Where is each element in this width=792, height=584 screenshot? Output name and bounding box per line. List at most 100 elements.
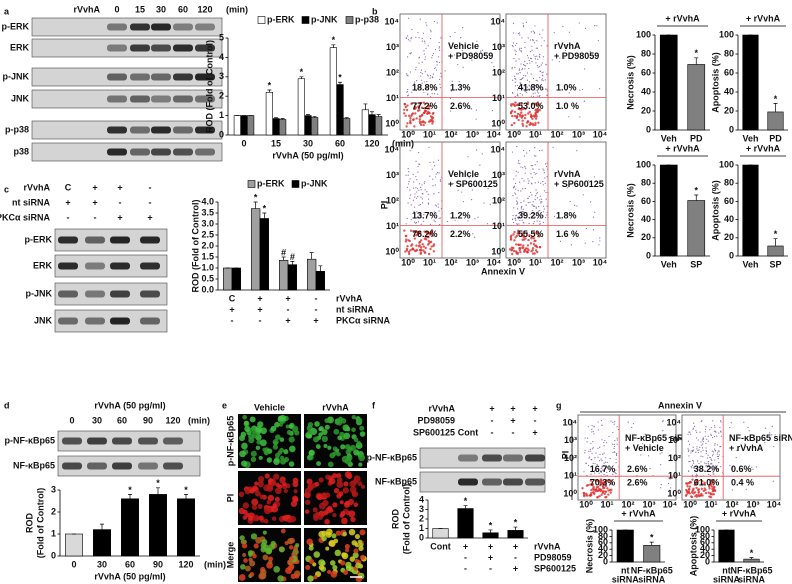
event (453, 54, 455, 56)
event (520, 51, 522, 53)
error-bar (312, 116, 317, 118)
event (593, 425, 595, 427)
event (402, 112, 406, 115)
bar (329, 47, 337, 136)
event (642, 443, 644, 445)
event (413, 237, 417, 240)
quadrant-value: 2.6% (450, 101, 471, 111)
cell (321, 429, 328, 436)
error-bar (156, 487, 160, 495)
event (521, 94, 523, 96)
event (535, 86, 538, 88)
event (533, 155, 536, 157)
blot-column: 120 (165, 415, 180, 425)
event (616, 443, 618, 445)
axis-title: PI (560, 451, 570, 460)
event (584, 452, 586, 454)
condition-sign: + (229, 304, 234, 314)
event (516, 223, 518, 225)
cell (273, 458, 280, 466)
event (511, 91, 514, 94)
event (532, 201, 534, 203)
event (451, 80, 453, 82)
event (510, 248, 514, 251)
blot-column: 90 (143, 415, 153, 425)
event (524, 41, 526, 44)
cell (328, 477, 336, 485)
event (438, 46, 441, 48)
event (585, 462, 587, 464)
event (409, 150, 411, 152)
event (649, 447, 651, 449)
event (519, 219, 521, 222)
event (405, 249, 409, 252)
event (584, 27, 587, 29)
event (543, 40, 545, 42)
event (700, 444, 703, 446)
event (542, 180, 544, 183)
event (614, 421, 616, 423)
event (714, 442, 716, 445)
event (696, 488, 700, 492)
event (709, 463, 712, 465)
cell (247, 550, 254, 556)
event (710, 434, 712, 437)
event (412, 118, 415, 121)
y-axis-title: ROD (Fold of Control) (190, 200, 200, 293)
event (585, 227, 588, 229)
event (583, 100, 586, 102)
blot-band (173, 44, 193, 52)
event (588, 450, 590, 452)
event (584, 437, 586, 439)
event (538, 108, 541, 112)
event (429, 175, 431, 177)
event (692, 462, 695, 464)
condition-label: rVvhA (336, 293, 363, 303)
event (688, 449, 690, 451)
event (521, 122, 524, 126)
event (522, 246, 525, 250)
panel-label: b (372, 6, 378, 16)
x-tick-label: SP (690, 259, 702, 269)
x-tick-label: 60 (335, 138, 345, 148)
event (592, 430, 594, 433)
event (413, 206, 416, 208)
cell (304, 509, 310, 514)
event (470, 108, 472, 110)
event (543, 205, 545, 207)
condition-sign: + (489, 403, 494, 413)
event (407, 239, 410, 242)
event (594, 456, 596, 459)
panel-label: c (4, 184, 9, 194)
blot-row-label: ERK (33, 260, 53, 270)
cell (268, 559, 273, 565)
event (457, 63, 459, 66)
event (420, 69, 423, 71)
event (523, 64, 525, 66)
cell (318, 559, 326, 566)
event (578, 22, 580, 24)
event (596, 496, 599, 499)
event (427, 202, 429, 204)
condition-sign: - (259, 315, 262, 325)
event (702, 456, 704, 458)
event (599, 453, 601, 456)
bar (336, 84, 344, 136)
event (542, 56, 544, 58)
event (701, 480, 704, 483)
event (530, 216, 532, 218)
event (539, 33, 541, 35)
event (407, 252, 411, 256)
y-tick-label: 3 (219, 71, 224, 81)
blot-unit: (min) (188, 415, 210, 425)
event (428, 112, 431, 115)
event (601, 424, 603, 426)
event (513, 239, 516, 242)
event (467, 220, 469, 222)
x-tick-label: NF-κBp65 (730, 565, 772, 575)
event (538, 168, 540, 170)
event (711, 455, 714, 457)
event (712, 479, 715, 482)
event (516, 93, 519, 95)
event (568, 92, 570, 94)
